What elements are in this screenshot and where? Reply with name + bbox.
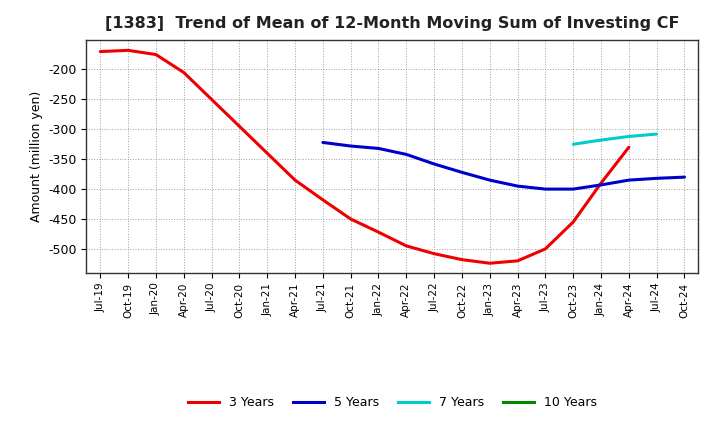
Line: 5 Years: 5 Years	[323, 143, 685, 189]
5 Years	[624, 177, 633, 183]
5 Years	[430, 161, 438, 167]
Title: [1383]  Trend of Mean of 12-Month Moving Sum of Investing CF: [1383] Trend of Mean of 12-Month Moving …	[105, 16, 680, 32]
3 Years	[235, 124, 243, 129]
Y-axis label: Amount (million yen): Amount (million yen)	[30, 91, 42, 222]
3 Years	[124, 48, 132, 53]
3 Years	[318, 197, 327, 202]
3 Years	[96, 49, 104, 54]
3 Years	[152, 52, 161, 57]
3 Years	[402, 243, 410, 249]
3 Years	[624, 145, 633, 150]
5 Years	[513, 183, 522, 189]
7 Years	[624, 134, 633, 139]
7 Years	[597, 137, 606, 143]
5 Years	[680, 175, 689, 180]
Line: 7 Years: 7 Years	[573, 134, 657, 144]
3 Years	[513, 258, 522, 264]
5 Years	[346, 143, 355, 149]
5 Years	[402, 152, 410, 157]
3 Years	[374, 230, 383, 235]
3 Years	[485, 260, 494, 266]
3 Years	[458, 257, 467, 262]
5 Years	[374, 146, 383, 151]
3 Years	[346, 216, 355, 222]
3 Years	[207, 97, 216, 102]
5 Years	[458, 170, 467, 175]
5 Years	[652, 176, 661, 181]
3 Years	[569, 219, 577, 224]
5 Years	[541, 187, 550, 192]
5 Years	[485, 177, 494, 183]
Legend: 3 Years, 5 Years, 7 Years, 10 Years: 3 Years, 5 Years, 7 Years, 10 Years	[183, 391, 602, 414]
3 Years	[179, 70, 188, 75]
3 Years	[597, 180, 606, 186]
5 Years	[318, 140, 327, 145]
3 Years	[541, 246, 550, 252]
3 Years	[430, 251, 438, 257]
7 Years	[569, 142, 577, 147]
5 Years	[569, 187, 577, 192]
3 Years	[291, 177, 300, 183]
Line: 3 Years: 3 Years	[100, 50, 629, 263]
5 Years	[597, 182, 606, 187]
3 Years	[263, 150, 271, 156]
7 Years	[652, 132, 661, 137]
